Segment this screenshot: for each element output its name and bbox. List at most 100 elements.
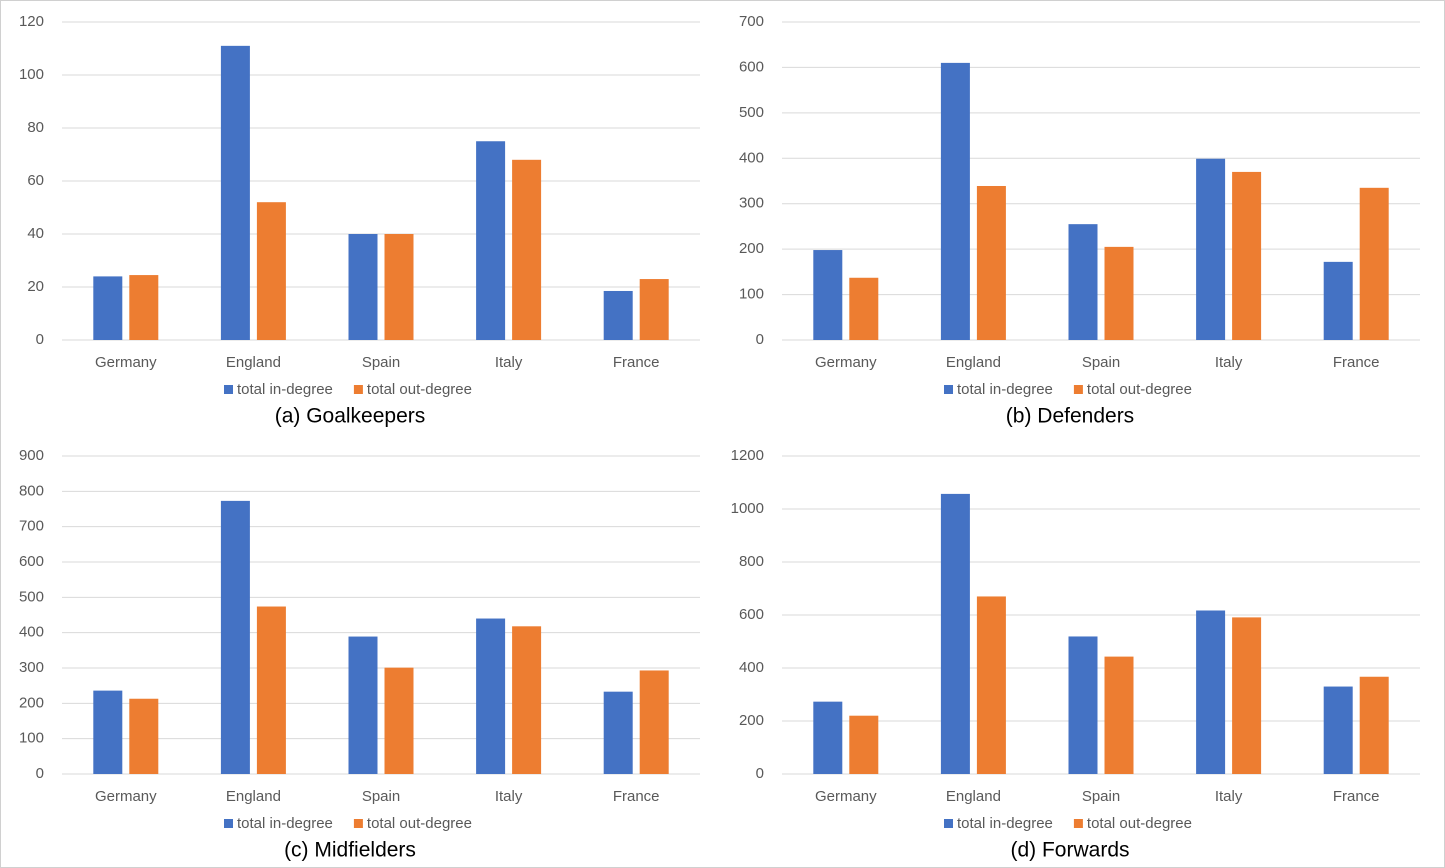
bar — [1323, 261, 1353, 340]
legend-label: total out-degree — [1087, 381, 1192, 398]
bar — [384, 667, 414, 774]
y-tick-label: 400 — [739, 149, 764, 166]
bar — [129, 275, 159, 340]
y-tick-label: 800 — [739, 553, 764, 570]
x-tick-label: Germany — [815, 354, 877, 371]
bar — [348, 234, 378, 340]
x-tick-label: Spain — [362, 354, 400, 371]
x-tick-label: France — [1333, 788, 1380, 805]
y-tick-label: 40 — [27, 225, 44, 242]
chart-caption: (a) Goalkeepers — [275, 405, 426, 428]
legend-label: total in-degree — [957, 815, 1053, 832]
x-tick-label: France — [1333, 354, 1380, 371]
bar — [93, 276, 123, 340]
y-tick-label: 300 — [739, 195, 764, 212]
bar — [1359, 676, 1389, 774]
bar — [512, 159, 542, 340]
x-tick-label: Spain — [1082, 354, 1120, 371]
bar — [220, 500, 250, 774]
y-tick-label: 1200 — [731, 447, 764, 464]
bar — [603, 691, 633, 774]
y-tick-label: 600 — [19, 553, 44, 570]
bar — [256, 202, 286, 340]
bar — [93, 690, 123, 774]
y-tick-label: 700 — [739, 13, 764, 30]
legend-swatch — [1073, 385, 1083, 394]
bar — [1232, 617, 1262, 774]
y-tick-label: 300 — [19, 659, 44, 676]
y-tick-label: 100 — [19, 730, 44, 747]
x-tick-label: Germany — [815, 788, 877, 805]
x-tick-label: France — [613, 788, 660, 805]
y-tick-label: 0 — [756, 331, 764, 348]
bar — [1104, 656, 1134, 774]
x-tick-label: England — [226, 354, 281, 371]
bar — [603, 290, 633, 340]
legend-label: total out-degree — [367, 815, 472, 832]
y-tick-label: 100 — [19, 66, 44, 83]
bar — [849, 715, 879, 774]
x-tick-label: Italy — [1215, 354, 1243, 371]
x-tick-label: Germany — [95, 788, 157, 805]
y-tick-label: 0 — [36, 765, 44, 782]
x-tick-label: Spain — [1082, 788, 1120, 805]
y-tick-label: 120 — [19, 13, 44, 30]
legend-label: total in-degree — [957, 381, 1053, 398]
y-tick-label: 1000 — [731, 500, 764, 517]
bar — [512, 626, 542, 774]
bar — [940, 62, 970, 341]
y-tick-label: 200 — [739, 712, 764, 729]
legend-swatch — [944, 385, 953, 394]
x-tick-label: Italy — [495, 354, 523, 371]
y-tick-label: 900 — [19, 447, 44, 464]
bar — [1232, 171, 1262, 340]
bar — [1104, 246, 1134, 340]
y-tick-label: 700 — [19, 518, 44, 535]
legend-swatch — [353, 819, 363, 828]
bar — [476, 618, 506, 774]
chart-caption: (c) Midfielders — [284, 839, 416, 862]
bar — [639, 670, 669, 774]
bar — [1323, 686, 1353, 774]
y-tick-label: 100 — [739, 286, 764, 303]
bar — [1196, 158, 1226, 340]
legend-swatch — [1073, 819, 1083, 828]
y-tick-label: 500 — [19, 588, 44, 605]
y-tick-label: 800 — [19, 482, 44, 499]
chart-caption: (d) Forwards — [1010, 839, 1129, 862]
bar — [976, 596, 1006, 774]
y-tick-label: 200 — [19, 694, 44, 711]
bar — [384, 234, 414, 340]
x-tick-label: France — [613, 354, 660, 371]
y-tick-label: 400 — [739, 659, 764, 676]
x-tick-label: England — [946, 788, 1001, 805]
y-tick-label: 500 — [739, 104, 764, 121]
bar — [476, 141, 506, 340]
x-tick-label: England — [946, 354, 1001, 371]
bar — [1068, 636, 1098, 774]
legend-label: total out-degree — [1087, 815, 1192, 832]
chart-caption: (b) Defenders — [1006, 405, 1134, 428]
y-tick-label: 200 — [739, 240, 764, 257]
bar — [1196, 610, 1226, 774]
bar — [976, 185, 1006, 340]
bar — [813, 250, 843, 340]
legend-swatch — [224, 819, 233, 828]
legend-label: total in-degree — [237, 815, 333, 832]
bar — [256, 606, 286, 774]
bar — [940, 493, 970, 774]
bar — [220, 45, 250, 340]
bar — [639, 279, 669, 340]
bar — [348, 636, 378, 774]
y-tick-label: 600 — [739, 606, 764, 623]
x-tick-label: Germany — [95, 354, 157, 371]
legend-label: total in-degree — [237, 381, 333, 398]
x-tick-label: Spain — [362, 788, 400, 805]
y-tick-label: 400 — [19, 624, 44, 641]
legend-swatch — [353, 385, 363, 394]
bar — [1068, 224, 1098, 340]
legend-swatch — [224, 385, 233, 394]
x-tick-label: Italy — [1215, 788, 1243, 805]
y-tick-label: 80 — [27, 119, 44, 136]
